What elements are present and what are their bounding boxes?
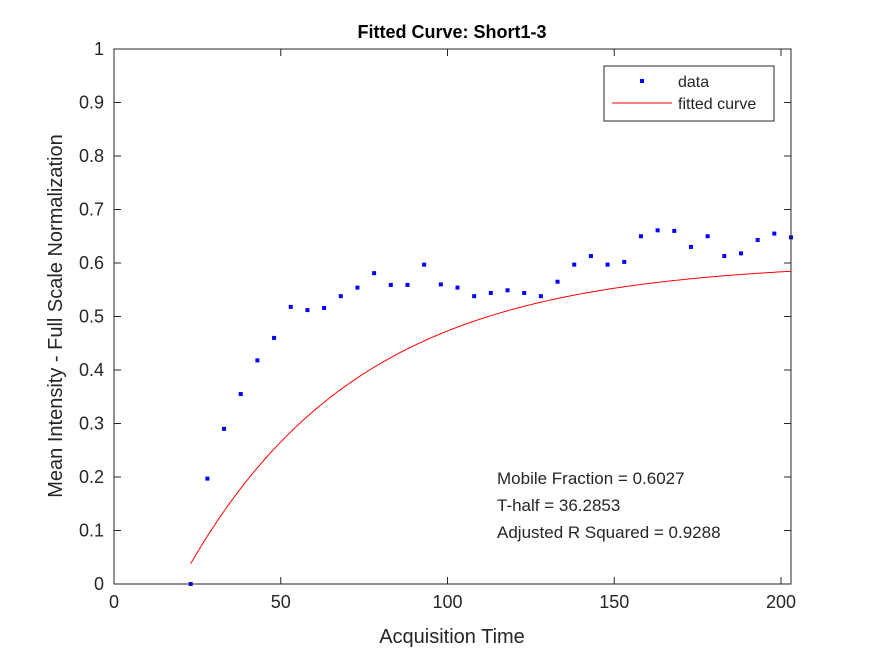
data-point	[288, 304, 293, 309]
data-point	[655, 228, 660, 233]
data-point	[222, 426, 227, 431]
data-point	[205, 476, 210, 481]
legend-box	[603, 65, 775, 122]
plot-area-background	[114, 49, 791, 584]
fitted-curve-line	[190, 270, 792, 564]
y-tick-label: 0.2	[79, 467, 104, 487]
y-tick-label: 0.9	[79, 93, 104, 113]
y-axis-ticks: 0 0.1 0.2 0.3 0.4 0.5 0.6 0.7 0.8 0.9 1	[79, 39, 791, 594]
data-point	[255, 358, 260, 363]
marker-layer	[188, 228, 793, 586]
y-tick-label: 0.5	[79, 307, 104, 327]
y-tick-label: 1	[94, 39, 104, 59]
data-point	[772, 231, 777, 236]
y-tick-label: 0.1	[79, 521, 104, 541]
y-tick-label: 0.8	[79, 146, 104, 166]
x-tick-label: 50	[271, 592, 291, 612]
legend-fit-label: fitted curve	[678, 96, 756, 113]
annotation-mobile-fraction: Mobile Fraction = 0.6027	[497, 469, 685, 488]
chart-title: Fitted Curve: Short1-3	[357, 22, 546, 42]
annotation-r-squared: Adjusted R Squared = 0.9288	[497, 523, 721, 542]
data-point	[388, 282, 393, 287]
data-point	[605, 262, 610, 267]
y-tick-label: 0.4	[79, 360, 104, 380]
fit-annotations: Mobile Fraction = 0.6027 T-half = 36.285…	[497, 469, 721, 542]
data-point	[722, 254, 727, 259]
y-tick-label: 0.3	[79, 414, 104, 434]
data-point	[422, 262, 427, 267]
fit-layer	[190, 270, 792, 564]
data-point	[738, 251, 743, 256]
legend: data fitted curve	[603, 65, 775, 122]
data-point	[522, 290, 527, 295]
data-point	[705, 234, 710, 239]
data-point	[555, 279, 560, 284]
y-tick-label: 0.7	[79, 200, 104, 220]
legend-data-marker	[640, 79, 644, 83]
legend-data-label: data	[678, 74, 709, 91]
data-point	[322, 305, 327, 310]
data-point	[672, 228, 677, 233]
data-point	[688, 244, 693, 249]
data-point	[355, 285, 360, 290]
data-point	[372, 271, 377, 276]
data-point	[338, 294, 343, 299]
x-tick-label: 200	[766, 592, 796, 612]
data-point	[755, 237, 760, 242]
y-tick-label: 0.6	[79, 253, 104, 273]
x-axis-ticks: 0 50 100 150 200	[109, 49, 796, 612]
y-tick-label: 0	[94, 574, 104, 594]
data-point	[455, 285, 460, 290]
x-tick-label: 150	[599, 592, 629, 612]
data-point	[505, 288, 510, 293]
x-axis-label: Acquisition Time	[379, 626, 525, 648]
data-point	[572, 262, 577, 267]
data-point	[272, 335, 277, 340]
y-axis-label: Mean Intensity - Full Scale Normalizatio…	[45, 134, 67, 497]
x-tick-label: 100	[432, 592, 462, 612]
data-point	[538, 294, 543, 299]
x-tick-label: 0	[109, 592, 119, 612]
data-point	[638, 234, 643, 239]
data-point	[622, 259, 627, 264]
data-point	[472, 294, 477, 299]
annotation-t-half: T-half = 36.2853	[497, 496, 620, 515]
data-point	[238, 392, 243, 397]
data-point	[438, 282, 443, 287]
data-point	[588, 254, 593, 259]
data-point	[405, 282, 410, 287]
data-point	[488, 290, 493, 295]
data-point	[305, 308, 310, 313]
